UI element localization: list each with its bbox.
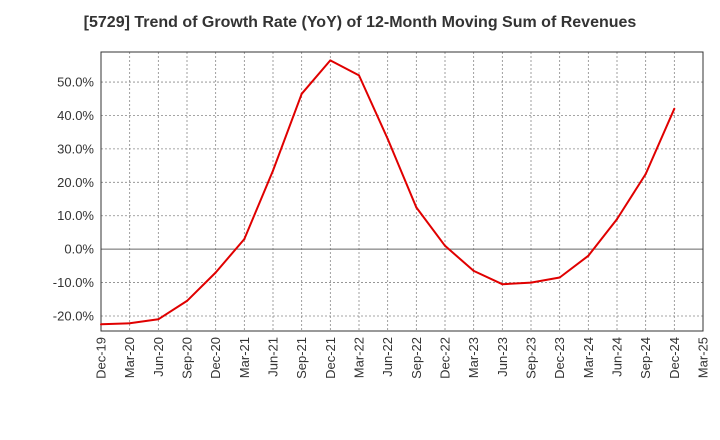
y-tick-label: -10.0%: [53, 275, 95, 290]
data-point: [358, 74, 360, 77]
data-point: [300, 92, 303, 95]
x-tick-label: Mar-21: [237, 337, 252, 378]
data-point: [530, 281, 532, 284]
data-point: [673, 107, 676, 110]
y-tick-label: 0.0%: [64, 242, 94, 257]
x-tick-label: Jun-20: [151, 337, 166, 377]
x-tick-label: Dec-20: [208, 337, 223, 379]
y-tick-label: -20.0%: [53, 308, 95, 323]
x-tick-label: Dec-19: [94, 337, 109, 379]
plot-border: [100, 51, 704, 332]
x-tick-label: Dec-21: [323, 337, 338, 379]
data-point: [157, 318, 160, 321]
plot-area: [101, 52, 703, 331]
x-tick-label: Mar-24: [581, 337, 596, 378]
chart-title: [5729] Trend of Growth Rate (YoY) of 12-…: [83, 14, 637, 31]
x-tick-label: Sep-23: [524, 337, 539, 379]
x-tick-label: Mar-25: [696, 337, 711, 378]
x-tick-label: Jun-21: [266, 337, 281, 377]
x-tick-label: Mar-23: [466, 337, 481, 378]
data-point: [415, 206, 418, 209]
y-tick-label: 30.0%: [57, 141, 94, 156]
data-point: [272, 169, 274, 172]
x-tick-label: Dec-23: [552, 337, 567, 379]
data-point: [128, 322, 131, 325]
x-tick-label: Sep-24: [638, 337, 653, 379]
x-tick-label: Sep-22: [409, 337, 424, 379]
data-point: [444, 244, 446, 247]
x-tick-label: Jun-24: [610, 337, 625, 377]
data-point: [558, 276, 561, 279]
data-point: [616, 218, 618, 221]
data-point: [214, 271, 217, 274]
y-tick-label: 20.0%: [57, 175, 94, 190]
x-tick-label: Mar-20: [122, 337, 137, 378]
y-tick-label: 10.0%: [57, 208, 94, 223]
data-point: [186, 299, 188, 302]
data-point: [587, 254, 590, 257]
x-tick-label: Dec-22: [438, 337, 453, 379]
data-point: [501, 283, 504, 286]
x-tick-label: Jun-23: [495, 337, 510, 377]
data-point: [100, 323, 102, 326]
x-tick-label: Sep-20: [180, 337, 195, 379]
data-point: [243, 238, 246, 241]
x-tick-label: Jun-22: [380, 337, 395, 377]
x-tick-label: Dec-24: [667, 337, 682, 379]
x-tick-label: Mar-22: [352, 337, 367, 378]
data-point: [386, 137, 389, 140]
data-point: [472, 269, 475, 272]
y-tick-label: 40.0%: [57, 108, 94, 123]
data-point: [644, 172, 647, 175]
data-point: [329, 59, 332, 62]
x-tick-label: Sep-21: [294, 337, 309, 379]
y-tick-label: 50.0%: [57, 75, 94, 90]
